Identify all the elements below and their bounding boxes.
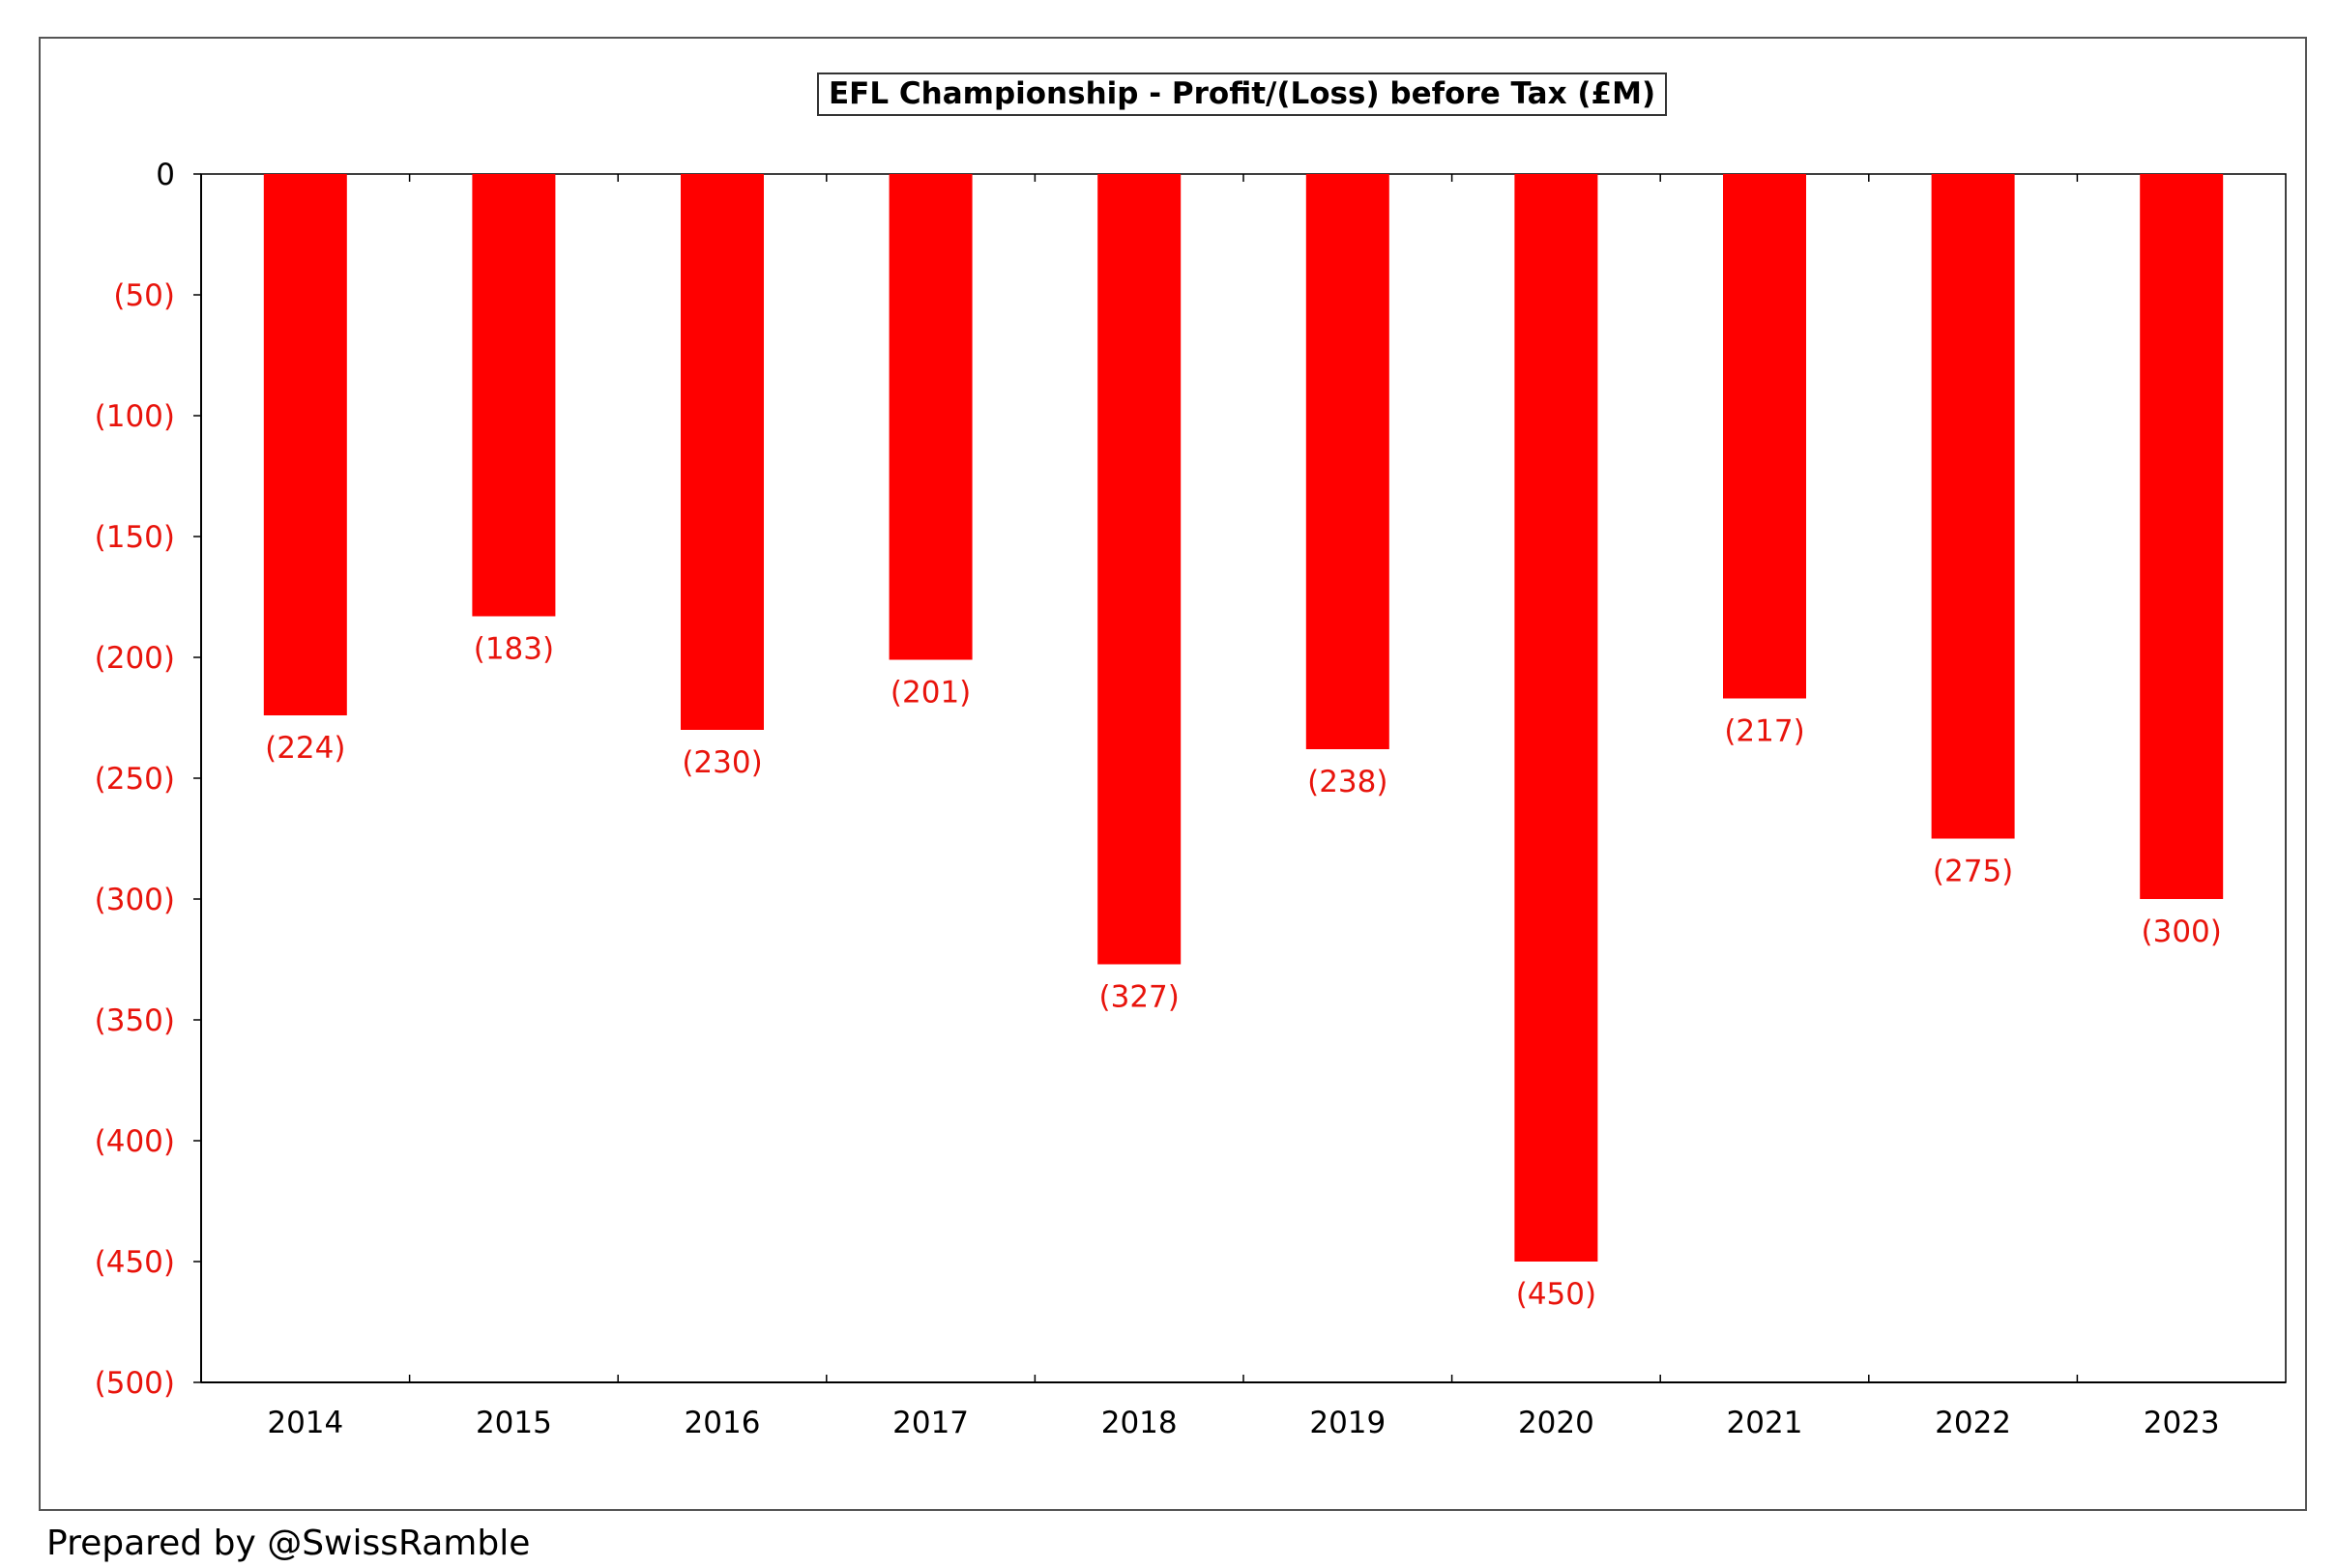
data-label-2016: (230) bbox=[682, 745, 762, 780]
y-tick-label: (300) bbox=[95, 883, 175, 917]
bar-2017 bbox=[889, 174, 973, 660]
x-tick-label: 2016 bbox=[685, 1406, 761, 1440]
x-tick-label: 2015 bbox=[476, 1406, 552, 1440]
x-tick-label: 2020 bbox=[1518, 1406, 1594, 1440]
y-tick-label: (350) bbox=[95, 1003, 175, 1038]
bar-2023 bbox=[2140, 174, 2224, 899]
x-tick-label: 2019 bbox=[1309, 1406, 1386, 1440]
data-label-2019: (238) bbox=[1307, 765, 1387, 799]
bars-group bbox=[263, 174, 2224, 1262]
chart-title: EFL Championship - Profit/(Loss) before … bbox=[817, 73, 1668, 116]
footer-credit: Prepared by @SwissRamble bbox=[46, 1524, 531, 1563]
data-label-2022: (275) bbox=[1933, 855, 2013, 889]
y-tick-label: (100) bbox=[95, 399, 175, 434]
y-tick-label: (500) bbox=[95, 1366, 175, 1401]
data-label-2014: (224) bbox=[265, 731, 345, 766]
data-label-2018: (327) bbox=[1099, 980, 1180, 1015]
x-tick-label: 2023 bbox=[2144, 1406, 2220, 1440]
y-tick-label: (450) bbox=[95, 1245, 175, 1280]
bar-2018 bbox=[1097, 174, 1182, 965]
data-label-2021: (217) bbox=[1724, 714, 1804, 749]
x-tick-label: 2022 bbox=[1935, 1406, 2011, 1440]
x-tick-label: 2021 bbox=[1727, 1406, 1803, 1440]
y-tick-label: (400) bbox=[95, 1124, 175, 1159]
y-tick-label: (50) bbox=[113, 278, 175, 313]
x-tick-label: 2018 bbox=[1101, 1406, 1178, 1440]
y-tick-label: 0 bbox=[156, 158, 175, 192]
data-label-2017: (201) bbox=[891, 676, 971, 711]
y-tick-label: (200) bbox=[95, 641, 175, 676]
bar-2015 bbox=[472, 174, 556, 617]
bar-2022 bbox=[1931, 174, 2015, 839]
bar-2019 bbox=[1305, 174, 1389, 749]
data-labels: (224) (183) (230) (201) (327) (238) (450) (217)… bbox=[265, 632, 2222, 1313]
x-tick-label: 2017 bbox=[892, 1406, 969, 1440]
bar-2020 bbox=[1514, 174, 1598, 1262]
x-axis: 2014 2015 2016 2017 2018 2019 2020 2021 2022 2023 bbox=[201, 174, 2286, 1440]
bar-2016 bbox=[681, 174, 764, 730]
data-label-2015: (183) bbox=[474, 632, 554, 667]
y-axis: 0 (50) (100) (150) (200) (250) (300) (350) (400)… bbox=[95, 158, 202, 1401]
data-label-2023: (300) bbox=[2142, 915, 2222, 949]
y-tick-label: (250) bbox=[95, 762, 175, 797]
y-tick-label: (150) bbox=[95, 520, 175, 555]
x-tick-label: 2014 bbox=[267, 1406, 343, 1440]
data-label-2020: (450) bbox=[1516, 1277, 1596, 1312]
bar-2021 bbox=[1723, 174, 1806, 699]
bar-2014 bbox=[263, 174, 347, 715]
